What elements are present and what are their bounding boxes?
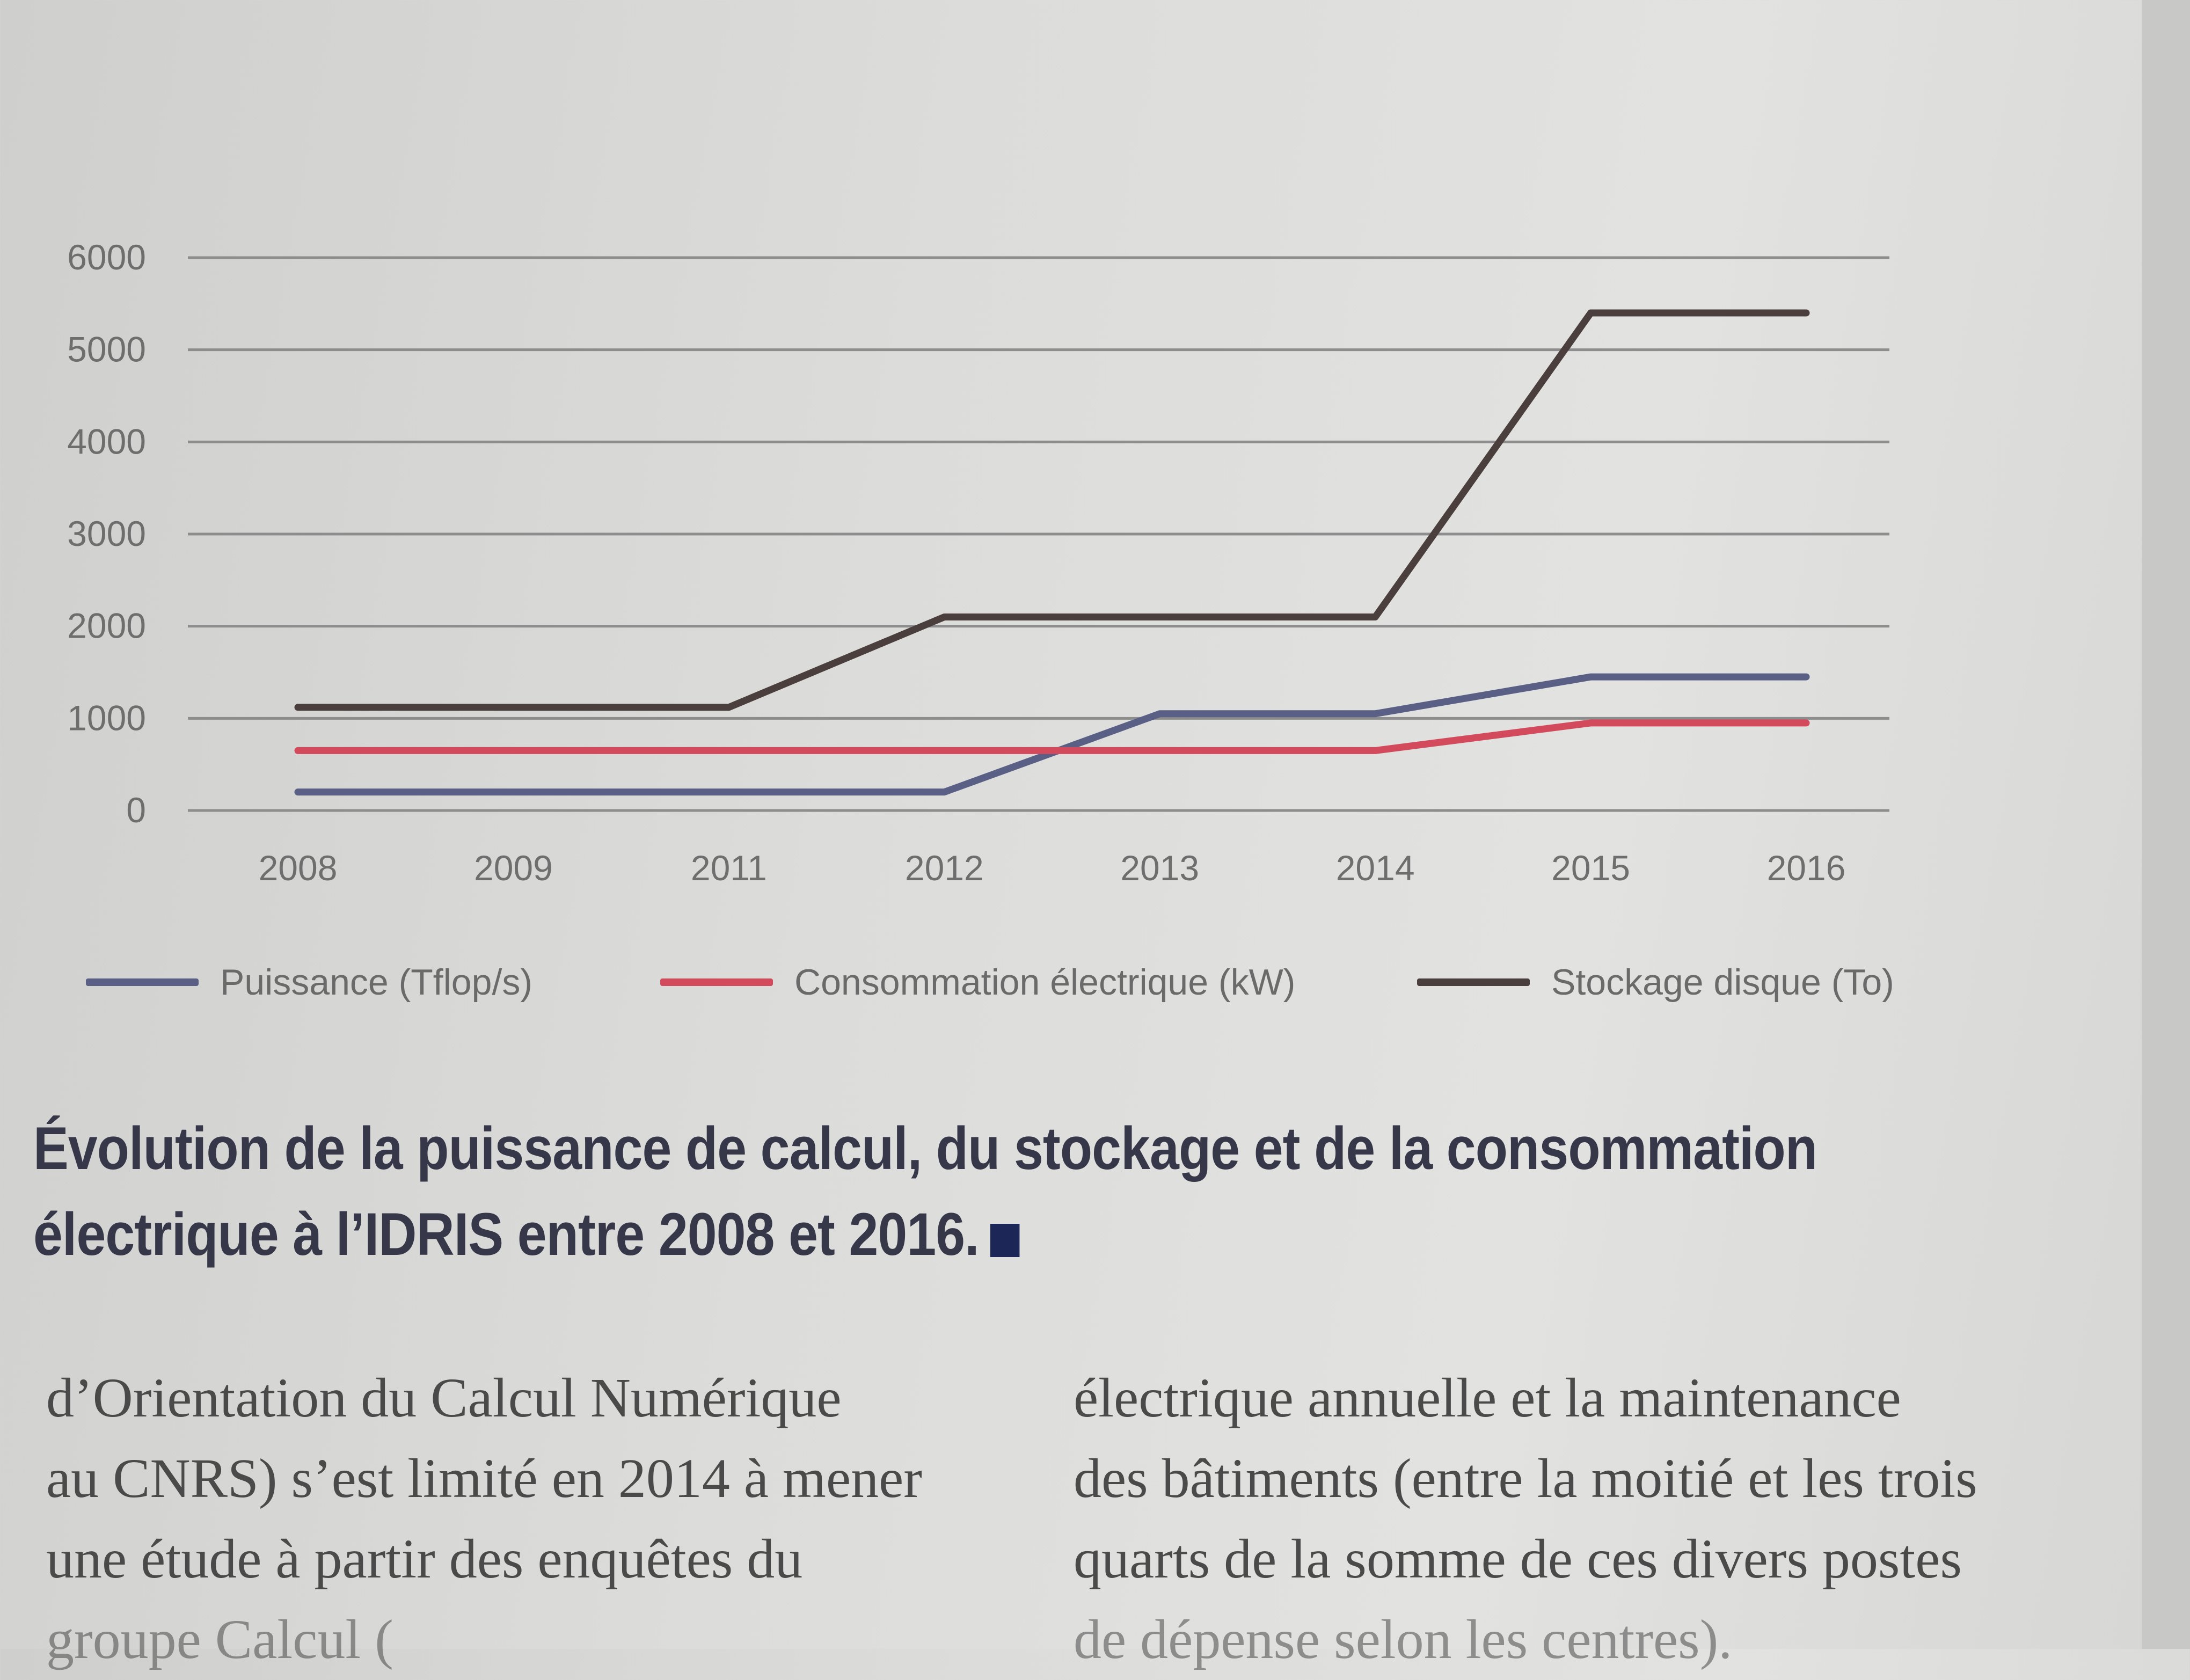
legend-label-puissance: Puissance (Tflop/s) (220, 962, 532, 1003)
legend-label-stockage: Stockage disque (To) (1551, 962, 1894, 1003)
series-line-0 (294, 673, 1810, 796)
legend-swatch-stockage (1417, 978, 1530, 986)
line-chart: 0 1000 2000 3000 4000 5000 6000 2008 2009 2011 201… (67, 237, 1889, 888)
body-column-left: d’Orientation du Calcul Numérique au CNR… (46, 1358, 922, 1680)
body-line: électrique annuelle et la maintenance (1074, 1367, 1901, 1429)
caption-line-1: Évolution de la puissance de calcul, du … (33, 1115, 1817, 1182)
x-tick-label: 2015 (1551, 848, 1630, 888)
body-line: quarts de la somme de ces divers postes (1074, 1528, 1962, 1590)
x-tick-label: 2016 (1767, 848, 1846, 888)
body-line: des bâtiments (entre la moitié et les tr… (1074, 1448, 1977, 1509)
y-tick-label: 2000 (67, 606, 146, 646)
body-line: groupe Calcul ( (46, 1609, 393, 1670)
y-tick-label: 0 (126, 790, 146, 830)
y-tick-label: 5000 (67, 330, 146, 369)
legend-item-consommation: Consommation électrique (kW) (660, 955, 1295, 1009)
x-tick-label: 2009 (474, 848, 553, 888)
caption-line-2-text: électrique à l’IDRIS entre 2008 et 2016. (33, 1201, 980, 1268)
x-tick-label: 2014 (1336, 848, 1415, 888)
body-line: d’Orientation du Calcul Numérique (46, 1367, 842, 1429)
x-tick-label: 2011 (691, 848, 767, 888)
body-column-right: électrique annuelle et la maintenance de… (1074, 1358, 1977, 1680)
chart-legend: Puissance (Tflop/s) Consommation électri… (86, 955, 1965, 1009)
x-tick-label: 2012 (905, 848, 984, 888)
series-line-1 (294, 719, 1810, 754)
y-tick-label: 4000 (67, 421, 146, 461)
x-tick-label: 2008 (259, 848, 338, 888)
caption-line-2: électrique à l’IDRIS entre 2008 et 2016. (33, 1192, 1781, 1277)
legend-label-consommation: Consommation électrique (kW) (794, 962, 1296, 1003)
body-line: une étude à partir des enquêtes du (46, 1528, 803, 1590)
body-line: de dépense selon les centres). (1074, 1609, 1733, 1670)
page-edge (2142, 0, 2190, 1649)
series-line-2 (294, 309, 1810, 711)
end-square-icon (990, 1224, 1020, 1257)
body-line: au CNRS) s’est limité en 2014 à mener (46, 1448, 922, 1509)
y-tick-label: 3000 (67, 514, 146, 553)
legend-item-puissance: Puissance (Tflop/s) (86, 955, 532, 1009)
legend-item-stockage: Stockage disque (To) (1417, 955, 1894, 1009)
x-tick-label: 2013 (1120, 848, 1199, 888)
figure-caption: Évolution de la puissance de calcul, du … (33, 1106, 1817, 1277)
y-tick-label: 6000 (67, 237, 146, 277)
y-tick-label: 1000 (67, 698, 146, 737)
legend-swatch-consommation (660, 978, 773, 986)
legend-swatch-puissance (86, 978, 199, 986)
